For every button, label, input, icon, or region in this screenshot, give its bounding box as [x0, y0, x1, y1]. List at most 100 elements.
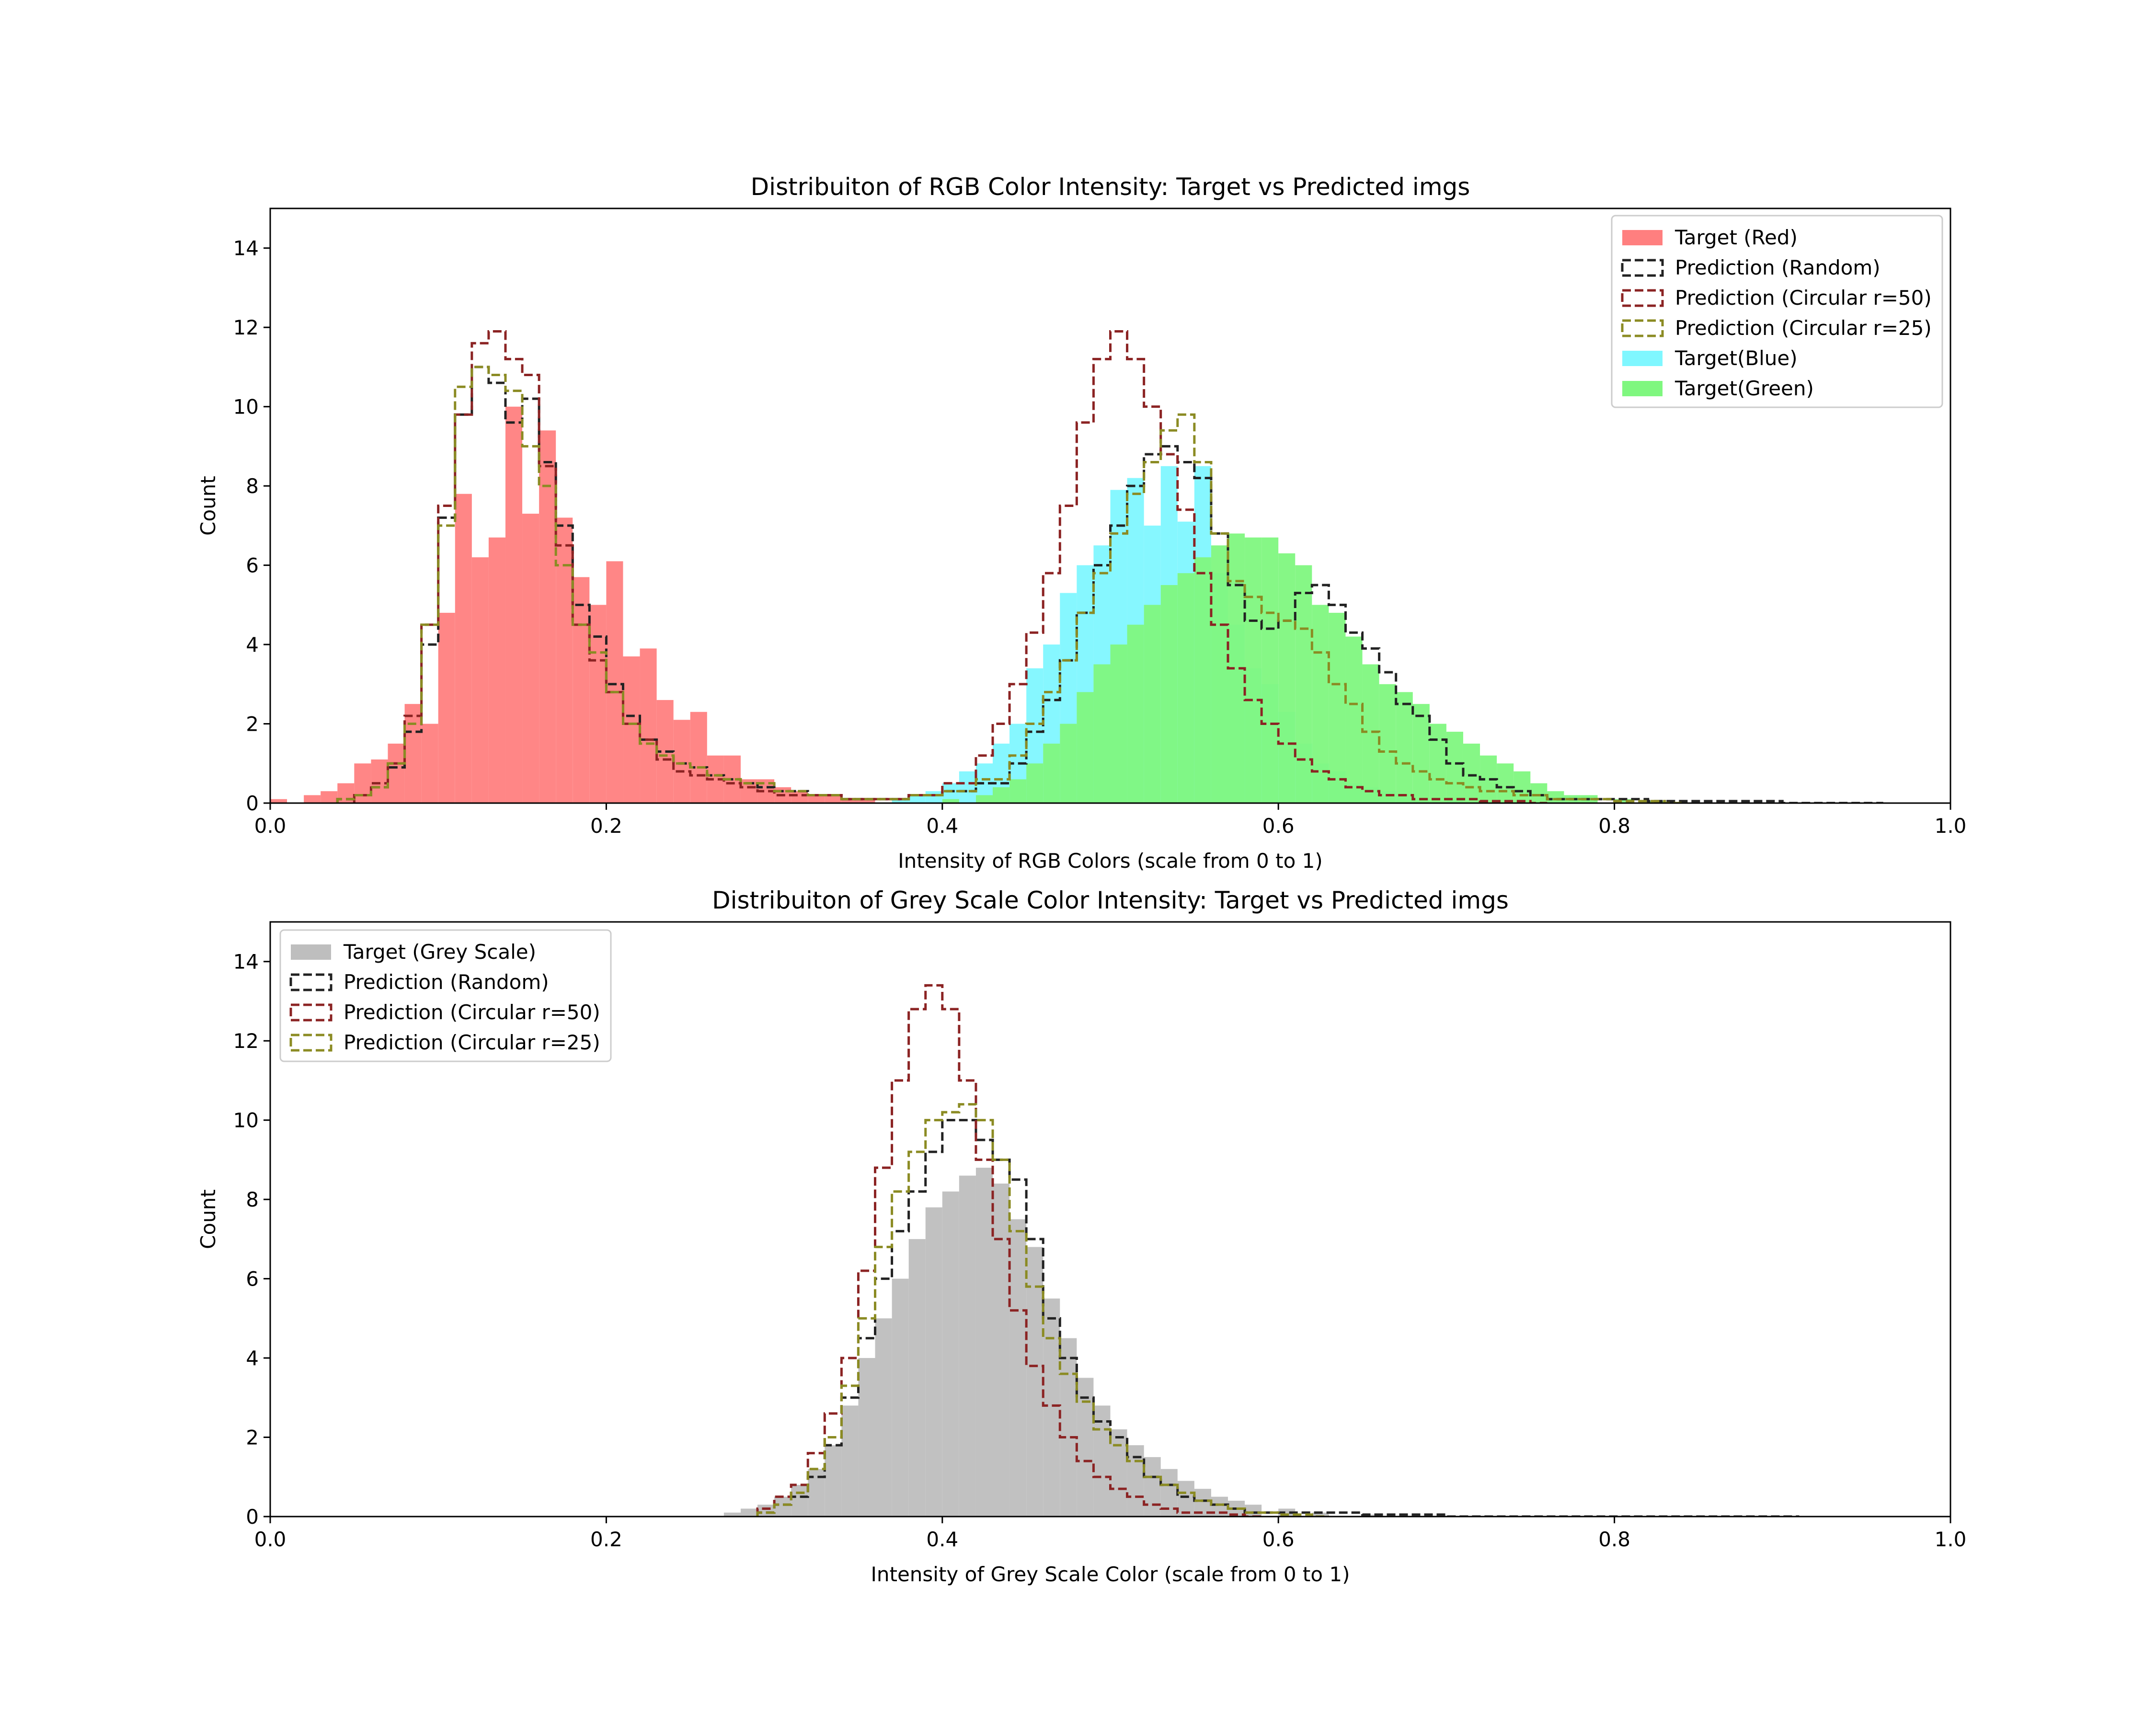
histogram-bar [640, 648, 657, 803]
histogram-bar [1009, 779, 1027, 803]
histogram-bar [825, 1445, 842, 1517]
histogram-bar [1497, 763, 1514, 803]
legend-label: Target (Red) [1674, 226, 1798, 249]
histogram-bar [1261, 537, 1279, 803]
histogram-bar [875, 1318, 892, 1517]
histogram-bar [371, 759, 388, 803]
legend: Target (Red) Prediction (Random) Predictio… [1611, 215, 1943, 408]
histogram-bar [1177, 573, 1194, 803]
histogram-bar [841, 799, 859, 803]
histogram-bar [757, 1505, 775, 1517]
legend-box [279, 929, 612, 1062]
x-tick-label: 0.0 [254, 814, 287, 838]
histogram-bar [858, 1358, 875, 1517]
legend-label: Prediction (Random) [1675, 256, 1881, 279]
y-tick-label: 8 [246, 1188, 259, 1211]
x-tick-label: 0.0 [254, 1528, 287, 1551]
x-tick-label: 0.4 [926, 1528, 958, 1551]
x-tick-label: 0.6 [1262, 1528, 1295, 1551]
histogram-bar [1026, 1247, 1044, 1517]
histogram-bar [1177, 1481, 1194, 1517]
chart-panel-2: 0.0 0.2 0.4 0.6 0.8 1.0 0 2 4 6 8 10 12 14 Distribuito… [196, 886, 1966, 1586]
series-3-step-line [756, 1103, 1329, 1517]
legend-swatch [289, 1003, 333, 1022]
chart-title: Distribuiton of RGB Color Intensity: Tar… [751, 173, 1470, 201]
histogram-bar [1514, 771, 1531, 803]
x-tick-label: 1.0 [1935, 814, 1967, 838]
histogram-bar [1245, 1505, 1262, 1517]
histogram-bar [975, 1167, 993, 1517]
legend-label: Prediction (Circular r=50) [1675, 286, 1932, 310]
series-2-step-line [756, 984, 1262, 1517]
histogram-bar [1194, 557, 1211, 803]
legend-swatch [1622, 351, 1663, 366]
histogram-bar [1429, 724, 1446, 803]
histogram-bar [1362, 1514, 1379, 1517]
histogram-bar [606, 561, 623, 803]
histogram-bar [589, 605, 607, 803]
legend-box [1611, 215, 1943, 408]
histogram-bar [673, 720, 690, 803]
histogram-bar [1144, 605, 1161, 803]
y-tick-label: 0 [246, 1505, 259, 1529]
histogram-bar [471, 557, 489, 803]
legend-label: Target(Blue) [1674, 346, 1798, 370]
legend-label: Target(Green) [1674, 377, 1814, 400]
histogram-bar [455, 494, 472, 803]
y-axis-label: Count [196, 1189, 220, 1249]
y-tick-label: 14 [233, 950, 259, 974]
histogram-bar [1211, 545, 1228, 803]
histogram-bar [321, 791, 338, 803]
histogram-bar [1329, 612, 1346, 803]
histogram-bar [1412, 704, 1430, 803]
histogram-bar [522, 514, 539, 803]
histogram-bar [556, 518, 573, 803]
histogram-bar [1345, 636, 1363, 803]
plot-frame [269, 207, 1951, 804]
chart-title: Distribuiton of Grey Scale Color Intensi… [712, 886, 1509, 914]
histogram-bar [1077, 692, 1094, 803]
y-tick-label: 0 [246, 792, 259, 815]
x-tick-label: 0.2 [590, 1528, 622, 1551]
histogram-bar [1614, 799, 1631, 803]
x-tick-label: 0.6 [1262, 814, 1295, 838]
histogram-bar [1396, 692, 1413, 803]
y-tick-label: 6 [246, 1267, 259, 1291]
histogram-bar [959, 1175, 976, 1517]
histogram-bar [993, 1184, 1010, 1517]
x-tick-label: 0.4 [926, 814, 958, 838]
legend-label: Prediction (Circular r=25) [344, 1031, 600, 1054]
histogram-bar [270, 799, 287, 803]
histogram-bar [1362, 664, 1379, 803]
histogram-bar [808, 795, 825, 803]
histogram-bar [723, 1512, 741, 1517]
legend-swatch [1621, 319, 1664, 337]
histogram-bar [942, 799, 959, 803]
histogram-bar [1093, 664, 1111, 803]
legend-label: Prediction (Circular r=50) [344, 1000, 600, 1024]
histogram-bar [858, 799, 875, 803]
histogram-bar [488, 537, 505, 803]
y-tick-label: 10 [233, 1109, 259, 1132]
plot-frame [269, 921, 1951, 1518]
histogram-bar [841, 1405, 859, 1517]
y-tick-label: 2 [246, 1426, 259, 1449]
histogram-bar [959, 771, 976, 803]
x-axis-label: Intensity of RGB Colors (scale from 0 to… [898, 849, 1323, 873]
histogram-bar [690, 712, 707, 803]
histogram-bar [892, 799, 909, 803]
legend-label: Target (Grey Scale) [343, 940, 536, 964]
y-tick-label: 10 [233, 395, 259, 419]
histogram-bar [993, 787, 1010, 803]
plot-marks [270, 330, 1883, 803]
legend-label: Prediction (Circular r=25) [1675, 316, 1932, 340]
histogram-bar [388, 743, 405, 803]
histogram-bar [925, 1207, 942, 1517]
histogram-bar [304, 795, 321, 803]
y-tick-label: 12 [233, 1029, 259, 1053]
series-0 [723, 1167, 1379, 1517]
legend-swatch [1622, 230, 1663, 245]
histogram-bar [1043, 743, 1060, 803]
histogram-bar [539, 430, 556, 803]
histogram-bar [1278, 553, 1296, 803]
